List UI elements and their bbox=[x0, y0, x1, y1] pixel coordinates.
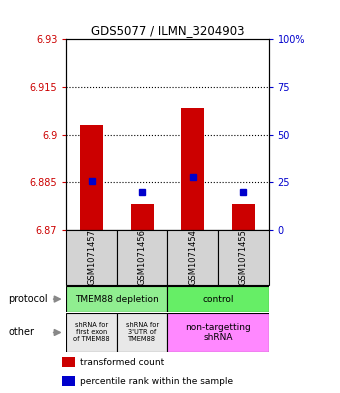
Bar bbox=[66, 230, 117, 285]
Text: GSM1071455: GSM1071455 bbox=[239, 230, 248, 285]
Text: GSM1071454: GSM1071454 bbox=[188, 230, 197, 285]
Text: percentile rank within the sample: percentile rank within the sample bbox=[80, 377, 233, 386]
Text: control: control bbox=[202, 295, 234, 303]
Text: other: other bbox=[8, 327, 34, 338]
Text: transformed count: transformed count bbox=[80, 358, 164, 367]
Bar bbox=[131, 204, 154, 230]
Text: GSM1071456: GSM1071456 bbox=[138, 230, 147, 285]
Text: GSM1071457: GSM1071457 bbox=[87, 230, 96, 285]
Bar bbox=[117, 313, 167, 352]
Bar bbox=[232, 204, 255, 230]
Bar bbox=[80, 125, 103, 230]
Text: shRNA for
first exon
of TMEM88: shRNA for first exon of TMEM88 bbox=[73, 323, 110, 342]
Text: TMEM88 depletion: TMEM88 depletion bbox=[75, 295, 159, 303]
Title: GDS5077 / ILMN_3204903: GDS5077 / ILMN_3204903 bbox=[91, 24, 244, 37]
Bar bbox=[218, 230, 269, 285]
Bar bbox=[66, 286, 167, 312]
Text: protocol: protocol bbox=[8, 294, 48, 304]
Bar bbox=[181, 108, 204, 230]
Text: non-targetting
shRNA: non-targetting shRNA bbox=[185, 323, 251, 342]
Bar bbox=[117, 230, 167, 285]
Bar bbox=[66, 313, 117, 352]
Bar bbox=[62, 357, 75, 367]
Bar bbox=[167, 313, 269, 352]
Bar bbox=[167, 286, 269, 312]
Text: shRNA for
3'UTR of
TMEM88: shRNA for 3'UTR of TMEM88 bbox=[125, 323, 159, 342]
Bar bbox=[62, 376, 75, 386]
Bar bbox=[168, 230, 218, 285]
